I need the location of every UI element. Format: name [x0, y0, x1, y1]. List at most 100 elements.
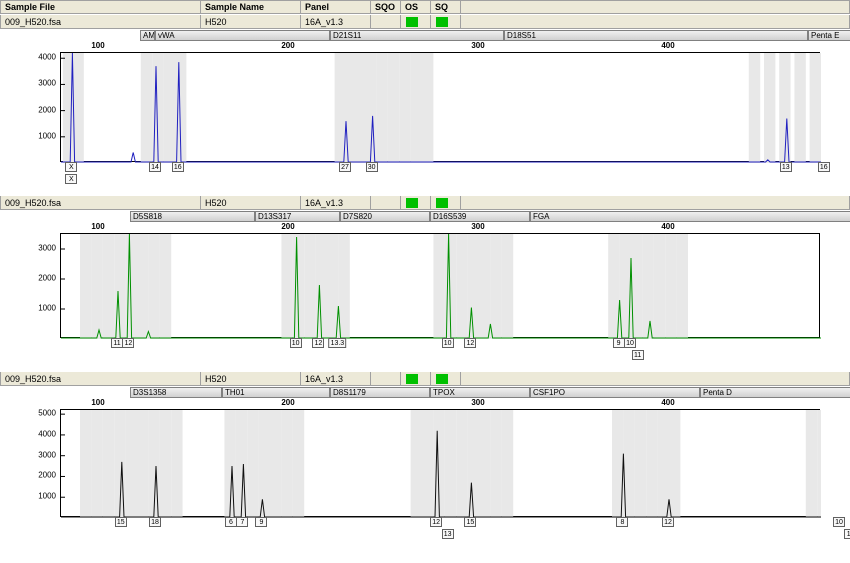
allele-row-1: X1416273013161720	[60, 162, 820, 174]
y-axis: 1000200030004000	[30, 52, 58, 162]
quality-square-icon	[436, 374, 448, 384]
x-axis: 100200300400	[60, 41, 820, 51]
y-tick-label: 2000	[38, 471, 56, 480]
os-indicator	[401, 372, 431, 385]
y-tick-label: 5000	[38, 409, 56, 418]
allele-call[interactable]: 12	[312, 338, 324, 348]
electropherogram-panel: 009_H520.fsaH52016A_v1.3AMELvWAD21S11D18…	[0, 15, 850, 186]
allele-call[interactable]: 12	[430, 517, 442, 527]
locus-label[interactable]: D7S820	[340, 211, 430, 222]
allele-call[interactable]: 12	[662, 517, 674, 527]
y-tick-label: 1000	[38, 131, 56, 140]
allele-call[interactable]: 13.3	[329, 338, 347, 348]
y-axis: 100020003000	[30, 233, 58, 338]
panel-name: 16A_v1.3	[301, 372, 371, 385]
y-tick-label: 3000	[38, 79, 56, 88]
x-tick-label: 400	[661, 41, 674, 50]
sq-indicator	[431, 372, 461, 385]
x-axis: 100200300400	[60, 398, 820, 408]
allele-call[interactable]: 18	[149, 517, 161, 527]
col-sample-file[interactable]: Sample File	[1, 1, 201, 13]
col-sqo[interactable]: SQO	[371, 1, 401, 13]
allele-call[interactable]: 13	[442, 529, 454, 539]
sample-info-row: 009_H520.fsaH52016A_v1.3	[0, 372, 850, 386]
x-tick-label: 200	[281, 398, 294, 407]
plot-area[interactable]	[60, 233, 820, 338]
locus-label[interactable]: TPOX	[430, 387, 530, 398]
allele-call[interactable]: 11	[632, 350, 644, 360]
electropherogram-panel: 009_H520.fsaH52016A_v1.3D3S1358TH01D8S11…	[0, 372, 850, 541]
allele-call[interactable]: 15	[115, 517, 127, 527]
quality-square-icon	[406, 198, 418, 208]
plot-area[interactable]	[60, 409, 820, 517]
locus-label[interactable]: Penta D	[700, 387, 850, 398]
locus-label[interactable]: D8S1179	[330, 387, 430, 398]
plot-area[interactable]	[60, 52, 820, 162]
allele-call[interactable]: 15	[464, 517, 476, 527]
y-tick-label: 3000	[38, 450, 56, 459]
sqo-cell	[371, 15, 401, 28]
column-header: Sample File Sample Name Panel SQO OS SQ	[0, 0, 850, 14]
allele-call[interactable]: 10	[833, 517, 845, 527]
col-sq[interactable]: SQ	[431, 1, 461, 13]
locus-label[interactable]: FGA	[530, 211, 850, 222]
panel-name: 16A_v1.3	[301, 196, 371, 209]
locus-label[interactable]: AMEL	[140, 30, 155, 41]
quality-square-icon	[436, 198, 448, 208]
sample-name: H520	[201, 196, 301, 209]
x-tick-label: 100	[91, 222, 104, 231]
sqo-cell	[371, 196, 401, 209]
locus-label[interactable]: D18S51	[504, 30, 808, 41]
allele-call[interactable]: 12	[122, 338, 134, 348]
allele-call[interactable]: 27	[339, 162, 351, 172]
allele-call[interactable]: 6	[225, 517, 237, 527]
x-axis: 100200300400	[60, 222, 820, 232]
allele-call[interactable]: 11	[111, 338, 123, 348]
allele-call[interactable]: 13	[780, 162, 792, 172]
sample-info-row: 009_H520.fsaH52016A_v1.3	[0, 196, 850, 210]
allele-call[interactable]: 16	[172, 162, 184, 172]
allele-call[interactable]: 30	[366, 162, 378, 172]
x-tick-label: 100	[91, 398, 104, 407]
sample-file: 009_H520.fsa	[1, 372, 201, 385]
locus-label[interactable]: D5S818	[130, 211, 255, 222]
y-tick-label: 4000	[38, 53, 56, 62]
locus-label[interactable]: Penta E	[808, 30, 850, 41]
x-tick-label: 400	[661, 222, 674, 231]
electropherogram-panel: 009_H520.fsaH52016A_v1.3D5S818D13S317D7S…	[0, 196, 850, 362]
allele-call[interactable]: 10	[442, 338, 454, 348]
x-tick-label: 300	[471, 398, 484, 407]
allele-call[interactable]: 8	[616, 517, 628, 527]
locus-label[interactable]: D3S1358	[130, 387, 222, 398]
allele-row-2: X	[60, 174, 820, 186]
sqo-cell	[371, 372, 401, 385]
os-indicator	[401, 15, 431, 28]
allele-call[interactable]: 12	[464, 338, 476, 348]
sample-name: H520	[201, 372, 301, 385]
allele-call[interactable]: 16	[818, 162, 830, 172]
y-tick-label: 3000	[38, 244, 56, 253]
allele-call[interactable]: 14	[149, 162, 161, 172]
x-tick-label: 300	[471, 41, 484, 50]
quality-square-icon	[406, 374, 418, 384]
col-panel[interactable]: Panel	[301, 1, 371, 13]
locus-label[interactable]: D21S11	[330, 30, 504, 41]
x-tick-label: 200	[281, 41, 294, 50]
allele-call[interactable]: X	[65, 174, 77, 184]
locus-label[interactable]: vWA	[155, 30, 330, 41]
locus-label[interactable]: D13S317	[255, 211, 340, 222]
allele-call[interactable]: X	[65, 162, 77, 172]
allele-call[interactable]: 9	[255, 517, 267, 527]
allele-call[interactable]: 11	[844, 529, 850, 539]
col-os[interactable]: OS	[401, 1, 431, 13]
locus-label[interactable]: D16S539	[430, 211, 530, 222]
allele-call[interactable]: 10	[624, 338, 636, 348]
col-sample-name[interactable]: Sample Name	[201, 1, 301, 13]
locus-label[interactable]: TH01	[222, 387, 330, 398]
allele-row-2: 11	[60, 350, 820, 362]
y-tick-label: 2000	[38, 274, 56, 283]
allele-call[interactable]: 7	[236, 517, 248, 527]
allele-call[interactable]: 9	[613, 338, 625, 348]
allele-call[interactable]: 10	[290, 338, 302, 348]
locus-label[interactable]: CSF1PO	[530, 387, 700, 398]
